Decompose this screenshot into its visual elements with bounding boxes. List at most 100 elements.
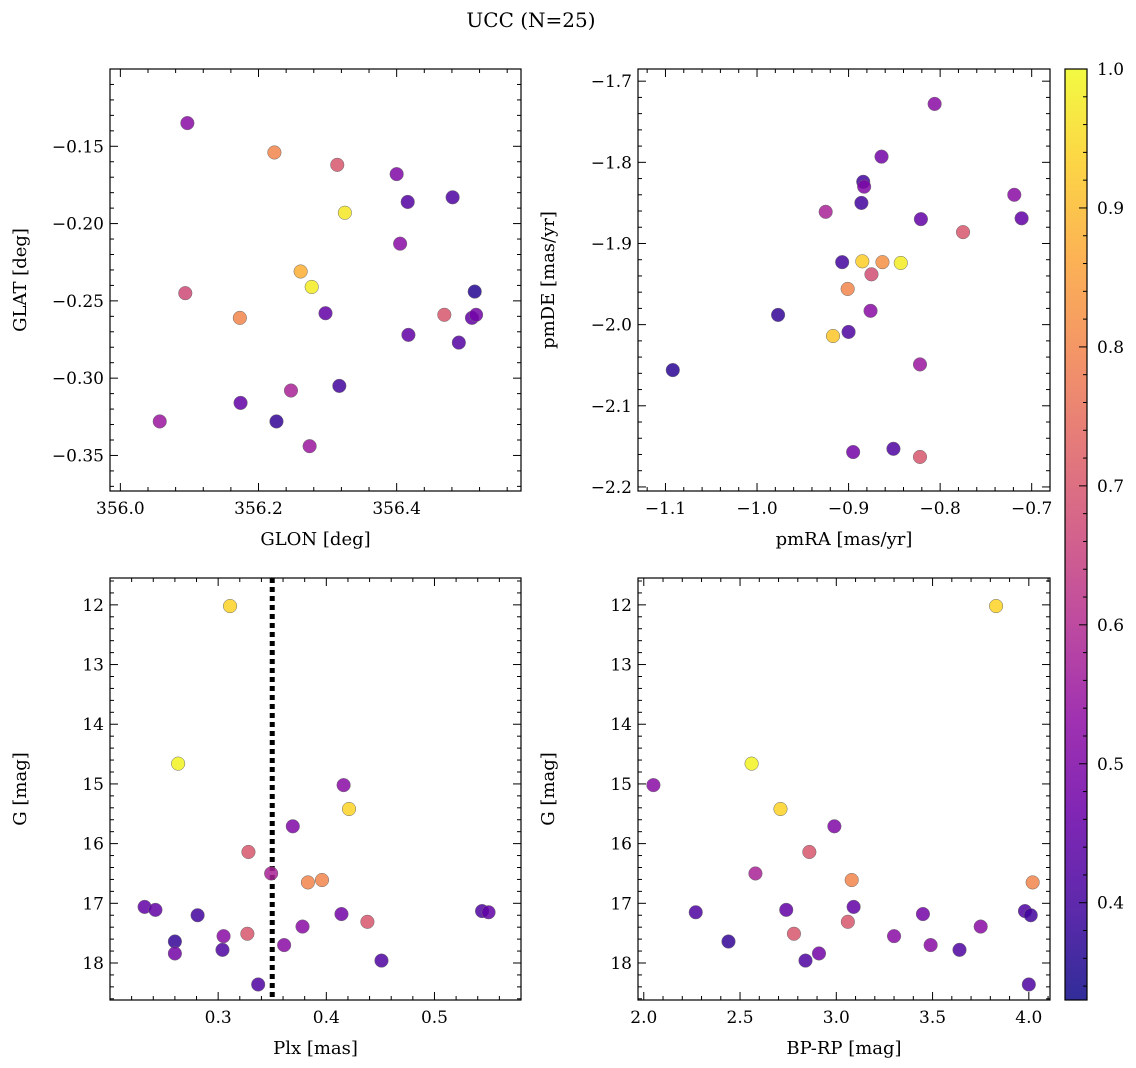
y-tick-label: −1.7 bbox=[591, 72, 632, 92]
colorbar-tick-label: 0.5 bbox=[1097, 755, 1124, 775]
data-point bbox=[802, 844, 817, 860]
data-point bbox=[467, 284, 482, 299]
tick-marks bbox=[110, 68, 521, 491]
x-tick-label: −1.0 bbox=[736, 499, 777, 519]
y-tick-label: 12 bbox=[610, 596, 632, 616]
data-point bbox=[481, 905, 496, 920]
data-point bbox=[923, 938, 938, 953]
data-point bbox=[304, 279, 319, 295]
colorbar-gradient bbox=[1065, 69, 1087, 1000]
data-point bbox=[251, 977, 266, 992]
panel-2: −1.1 −1.0 −0.9 −0.8 −0.7 −1.7 −1.8 −1.9 −2.0 −2.1… bbox=[538, 68, 1052, 550]
y-tick-label: −2.1 bbox=[591, 397, 632, 417]
data-point bbox=[360, 914, 375, 929]
y-tick-label: −2.0 bbox=[591, 316, 632, 336]
data-point bbox=[374, 953, 389, 968]
y-tick-label: 13 bbox=[82, 656, 104, 676]
data-point bbox=[300, 875, 315, 890]
data-point bbox=[841, 324, 856, 339]
x-tick-label: 3.5 bbox=[919, 1008, 946, 1028]
data-point bbox=[688, 905, 703, 920]
data-point bbox=[1014, 211, 1029, 226]
data-point bbox=[241, 844, 256, 860]
panel-4: 2.0 2.5 3.0 3.5 4.0 12 13 14 15 16 17 18 BP-RP [mag]… bbox=[538, 577, 1051, 1059]
colorbar-tick-label: 0.6 bbox=[1097, 616, 1124, 636]
data-point bbox=[148, 902, 163, 917]
x-tick-label: 356.0 bbox=[96, 499, 145, 519]
data-point bbox=[913, 212, 928, 227]
y-tick-label: 17 bbox=[610, 894, 632, 914]
y-tick-label: 17 bbox=[82, 894, 104, 914]
scatter-points bbox=[137, 599, 496, 992]
data-point bbox=[854, 195, 869, 210]
data-point bbox=[445, 190, 460, 205]
colorbar-tick-label: 0.7 bbox=[1097, 477, 1124, 497]
plot-frame bbox=[109, 577, 522, 1001]
data-point bbox=[863, 303, 878, 318]
data-point bbox=[314, 872, 330, 888]
data-point bbox=[748, 866, 763, 881]
data-point bbox=[955, 225, 971, 240]
data-point bbox=[233, 395, 248, 410]
data-point bbox=[167, 934, 182, 949]
data-point bbox=[798, 953, 813, 968]
data-point bbox=[786, 926, 801, 941]
data-point bbox=[437, 307, 452, 322]
y-tick-label: −0.25 bbox=[52, 292, 104, 312]
x-tick-label: 2.5 bbox=[727, 1008, 754, 1028]
data-point bbox=[341, 801, 357, 817]
data-point bbox=[302, 439, 317, 454]
y-tick-label: −0.30 bbox=[52, 369, 104, 389]
y-axis-label: G [mag] bbox=[538, 752, 559, 825]
data-point bbox=[779, 902, 794, 917]
data-point bbox=[293, 264, 308, 279]
data-point bbox=[285, 819, 300, 834]
scatter-points bbox=[152, 116, 484, 454]
x-tick-label: −0.8 bbox=[919, 499, 960, 519]
data-point bbox=[952, 942, 967, 957]
y-axis-label: GLAT [deg] bbox=[10, 228, 31, 332]
y-tick-label: −0.20 bbox=[52, 215, 104, 235]
y-axis-label: G [mag] bbox=[10, 752, 31, 825]
data-point bbox=[915, 906, 930, 922]
y-tick-label: 15 bbox=[82, 775, 104, 795]
data-point bbox=[469, 307, 484, 322]
scatter-points bbox=[646, 599, 1040, 992]
data-point bbox=[295, 919, 310, 934]
data-point bbox=[887, 929, 902, 944]
data-point bbox=[171, 756, 186, 771]
data-point bbox=[646, 778, 661, 793]
data-point bbox=[811, 946, 827, 961]
data-point bbox=[1025, 875, 1040, 890]
data-point bbox=[840, 281, 855, 296]
data-point bbox=[178, 286, 193, 301]
x-tick-label: −0.9 bbox=[828, 499, 869, 519]
data-point bbox=[989, 599, 1004, 614]
data-point bbox=[840, 914, 855, 929]
data-point bbox=[771, 307, 786, 322]
data-point bbox=[818, 204, 833, 219]
data-point bbox=[827, 819, 842, 834]
data-point bbox=[893, 255, 908, 271]
data-point bbox=[215, 942, 230, 957]
panels: 356.0 356.2 356.4 −0.15 −0.20 −0.25 −0.30 −0.35… bbox=[10, 68, 1052, 1059]
data-point bbox=[232, 310, 247, 325]
x-tick-label: 0.3 bbox=[205, 1008, 232, 1028]
data-point bbox=[927, 96, 942, 111]
colorbar-tick-label: 0.9 bbox=[1097, 199, 1124, 219]
y-tick-label: 14 bbox=[82, 715, 104, 735]
data-point bbox=[283, 383, 299, 398]
tick-marks bbox=[109, 578, 522, 1000]
x-tick-label: −1.1 bbox=[645, 499, 686, 519]
y-tick-label: −2.2 bbox=[591, 478, 632, 498]
data-point bbox=[1023, 908, 1038, 923]
data-point bbox=[874, 149, 889, 164]
y-tick-label: −0.15 bbox=[52, 137, 104, 157]
data-point bbox=[223, 599, 238, 614]
x-tick-label: −0.7 bbox=[1011, 499, 1052, 519]
data-point bbox=[336, 778, 351, 793]
plot-frame bbox=[637, 68, 1051, 492]
x-tick-label: 0.5 bbox=[421, 1008, 448, 1028]
data-point bbox=[180, 116, 195, 131]
data-point bbox=[400, 194, 415, 209]
